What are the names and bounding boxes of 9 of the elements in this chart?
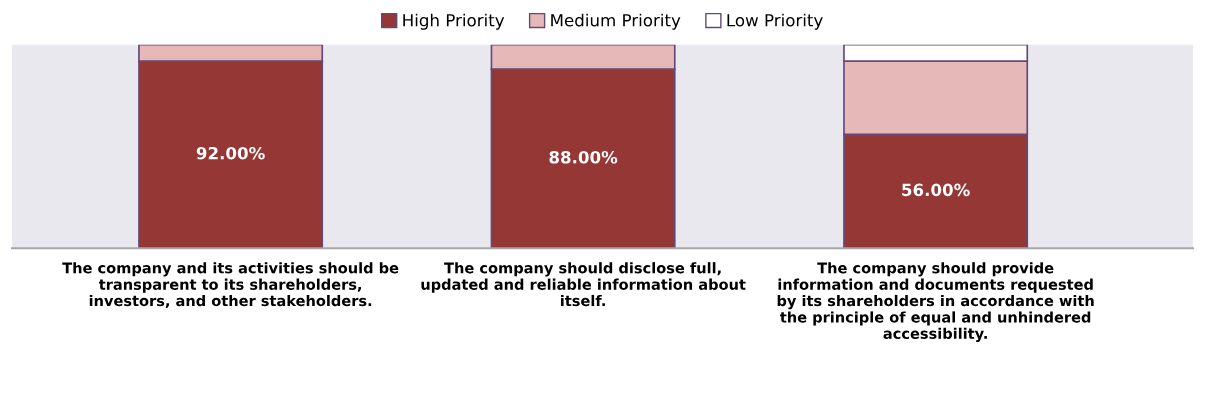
legend-label: Low Priority [727, 13, 823, 30]
data-label: 88.00% [549, 150, 618, 164]
legend-label: High Priority [403, 13, 505, 30]
x-tick-label: The company should provide information and documents requested by its shareholders in accordance with the principle of equal and unhindered accessibility. [777, 262, 1094, 342]
data-label: 92.00% [196, 146, 265, 160]
x-tick-label: The company should disclose full, updated and reliable information about itself. [421, 262, 746, 307]
legend-label: Medium Priority [551, 13, 681, 30]
data-label: 56.00% [902, 183, 970, 197]
x-tick-label: The company and its activities should be transparent to its shareholders, investors, and other stakeholders. [62, 262, 399, 309]
